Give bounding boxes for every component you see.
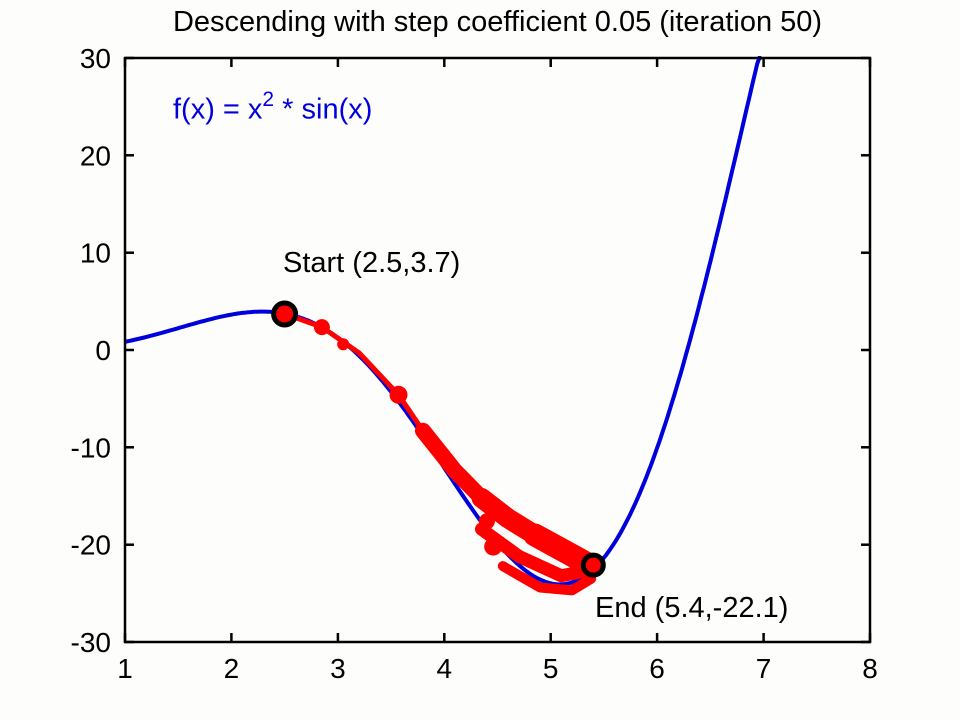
- descent-iteration-dot: [337, 338, 350, 351]
- x-tick-label: 7: [756, 653, 772, 684]
- start-annotation: Start (2.5,3.7): [283, 247, 461, 279]
- descent-iteration-dot: [478, 513, 495, 530]
- descent-path-segment: [523, 523, 600, 576]
- function-label: f(x) = x2 * sin(x): [173, 88, 373, 127]
- descent-iteration-dot: [389, 385, 408, 404]
- y-tick-label: -10: [71, 432, 111, 463]
- x-tick-label: 6: [649, 653, 665, 684]
- descent-path-segment: [282, 311, 426, 434]
- end-marker: [580, 552, 606, 578]
- descent-iteration-dot: [313, 319, 330, 336]
- x-tick-label: 8: [862, 653, 878, 684]
- y-tick-label: -20: [71, 530, 111, 561]
- y-tick-label: 20: [80, 140, 111, 171]
- function-curve: [124, 56, 762, 587]
- y-tick-label: -30: [71, 627, 111, 658]
- function-label-exponent: 2: [262, 88, 275, 111]
- descent-path-segment: [415, 422, 490, 506]
- descent-iteration-dot: [484, 537, 503, 556]
- start-marker: [271, 300, 299, 328]
- x-tick-label: 2: [224, 653, 240, 684]
- y-tick-label: 10: [80, 238, 111, 269]
- function-label-post: * sin(x): [274, 93, 373, 126]
- x-tick-label: 4: [437, 653, 453, 684]
- x-tick-label: 5: [543, 653, 559, 684]
- y-tick-label: 0: [95, 335, 111, 366]
- x-tick-label: 1: [117, 653, 133, 684]
- function-label-pre: f(x) = x: [173, 93, 263, 126]
- descent-path-segment: [497, 561, 597, 596]
- plot-title: Descending with step coefficient 0.05 (i…: [172, 6, 823, 38]
- end-annotation: End (5.4,-22.1): [595, 592, 789, 624]
- x-tick-label: 3: [330, 653, 346, 684]
- y-tick-label: 30: [80, 43, 111, 74]
